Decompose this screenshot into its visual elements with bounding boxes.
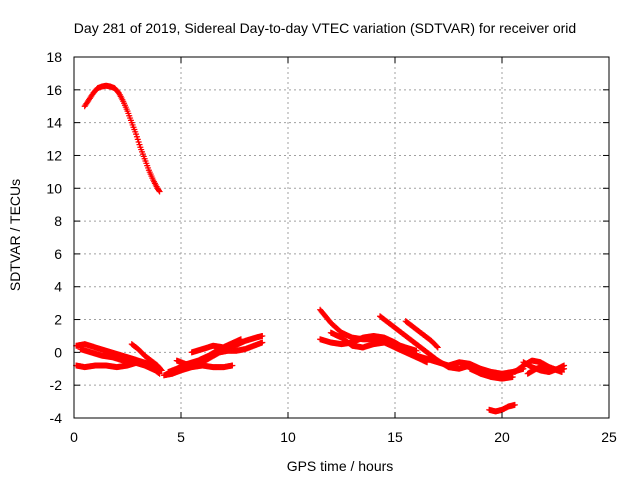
data-point-marker xyxy=(136,141,143,148)
x-tick-label: 20 xyxy=(494,429,510,445)
data-point-marker xyxy=(259,339,266,346)
x-axis-label: GPS time / hours xyxy=(287,458,394,474)
series-arc-1 xyxy=(81,82,163,195)
grid-lines xyxy=(74,57,609,418)
data-point-marker xyxy=(157,366,164,373)
y-tick-label: 10 xyxy=(46,180,62,196)
data-point-marker xyxy=(155,187,162,194)
data-point-marker xyxy=(133,131,140,138)
x-tick-label: 25 xyxy=(601,429,617,445)
y-tick-label: 16 xyxy=(46,82,62,98)
series-arc-4 xyxy=(77,346,163,377)
data-point-marker xyxy=(511,401,518,408)
series-arc-17 xyxy=(466,365,516,382)
series-arc-9 xyxy=(188,332,266,356)
data-point-marker xyxy=(433,343,440,350)
data-point-marker xyxy=(134,136,141,143)
y-tick-label: 0 xyxy=(54,344,62,360)
data-point-marker xyxy=(156,188,163,195)
plot-frame xyxy=(73,56,610,419)
y-tick-label: 8 xyxy=(54,213,62,229)
series-arc-11 xyxy=(317,332,420,358)
series-arc-14 xyxy=(402,318,441,351)
chart-title: Day 281 of 2019, Sidereal Day-to-day VTE… xyxy=(74,20,576,36)
data-point-marker xyxy=(158,367,165,374)
data-point-marker xyxy=(434,344,441,351)
x-tick-label: 15 xyxy=(387,429,403,445)
series-arc-5 xyxy=(128,341,165,374)
data-point-marker xyxy=(229,362,236,369)
data-point-marker xyxy=(561,365,568,372)
data-series xyxy=(73,82,568,415)
data-point-marker xyxy=(133,133,140,140)
y-tick-label: 14 xyxy=(46,115,62,131)
y-tick-label: -2 xyxy=(50,377,63,393)
data-point-marker xyxy=(155,370,162,377)
series-arc-7 xyxy=(165,336,244,376)
data-point-marker xyxy=(135,138,142,145)
x-tick-label: 5 xyxy=(177,429,185,445)
series-arc-21 xyxy=(511,357,568,376)
y-tick-label: -4 xyxy=(50,410,63,426)
y-tick-label: 2 xyxy=(54,312,62,328)
y-tick-label: 12 xyxy=(46,147,62,163)
axis-ticks: 0 5 10 15 20 25 -4 -2 0 2 4 6 8 10 12 14 16 18 xyxy=(46,49,617,445)
x-tick-label: 0 xyxy=(70,429,78,445)
data-point-marker xyxy=(156,370,163,377)
data-point-marker xyxy=(509,373,516,380)
y-tick-label: 6 xyxy=(54,246,62,262)
y-axis-label: SDTVAR / TECUs xyxy=(7,179,23,291)
y-tick-label: 4 xyxy=(54,279,62,295)
x-tick-label: 10 xyxy=(280,429,296,445)
data-point-marker xyxy=(259,332,266,339)
series-arc-18 xyxy=(486,401,518,415)
y-tick-label: 18 xyxy=(46,49,62,65)
series-arc-8 xyxy=(173,339,266,369)
